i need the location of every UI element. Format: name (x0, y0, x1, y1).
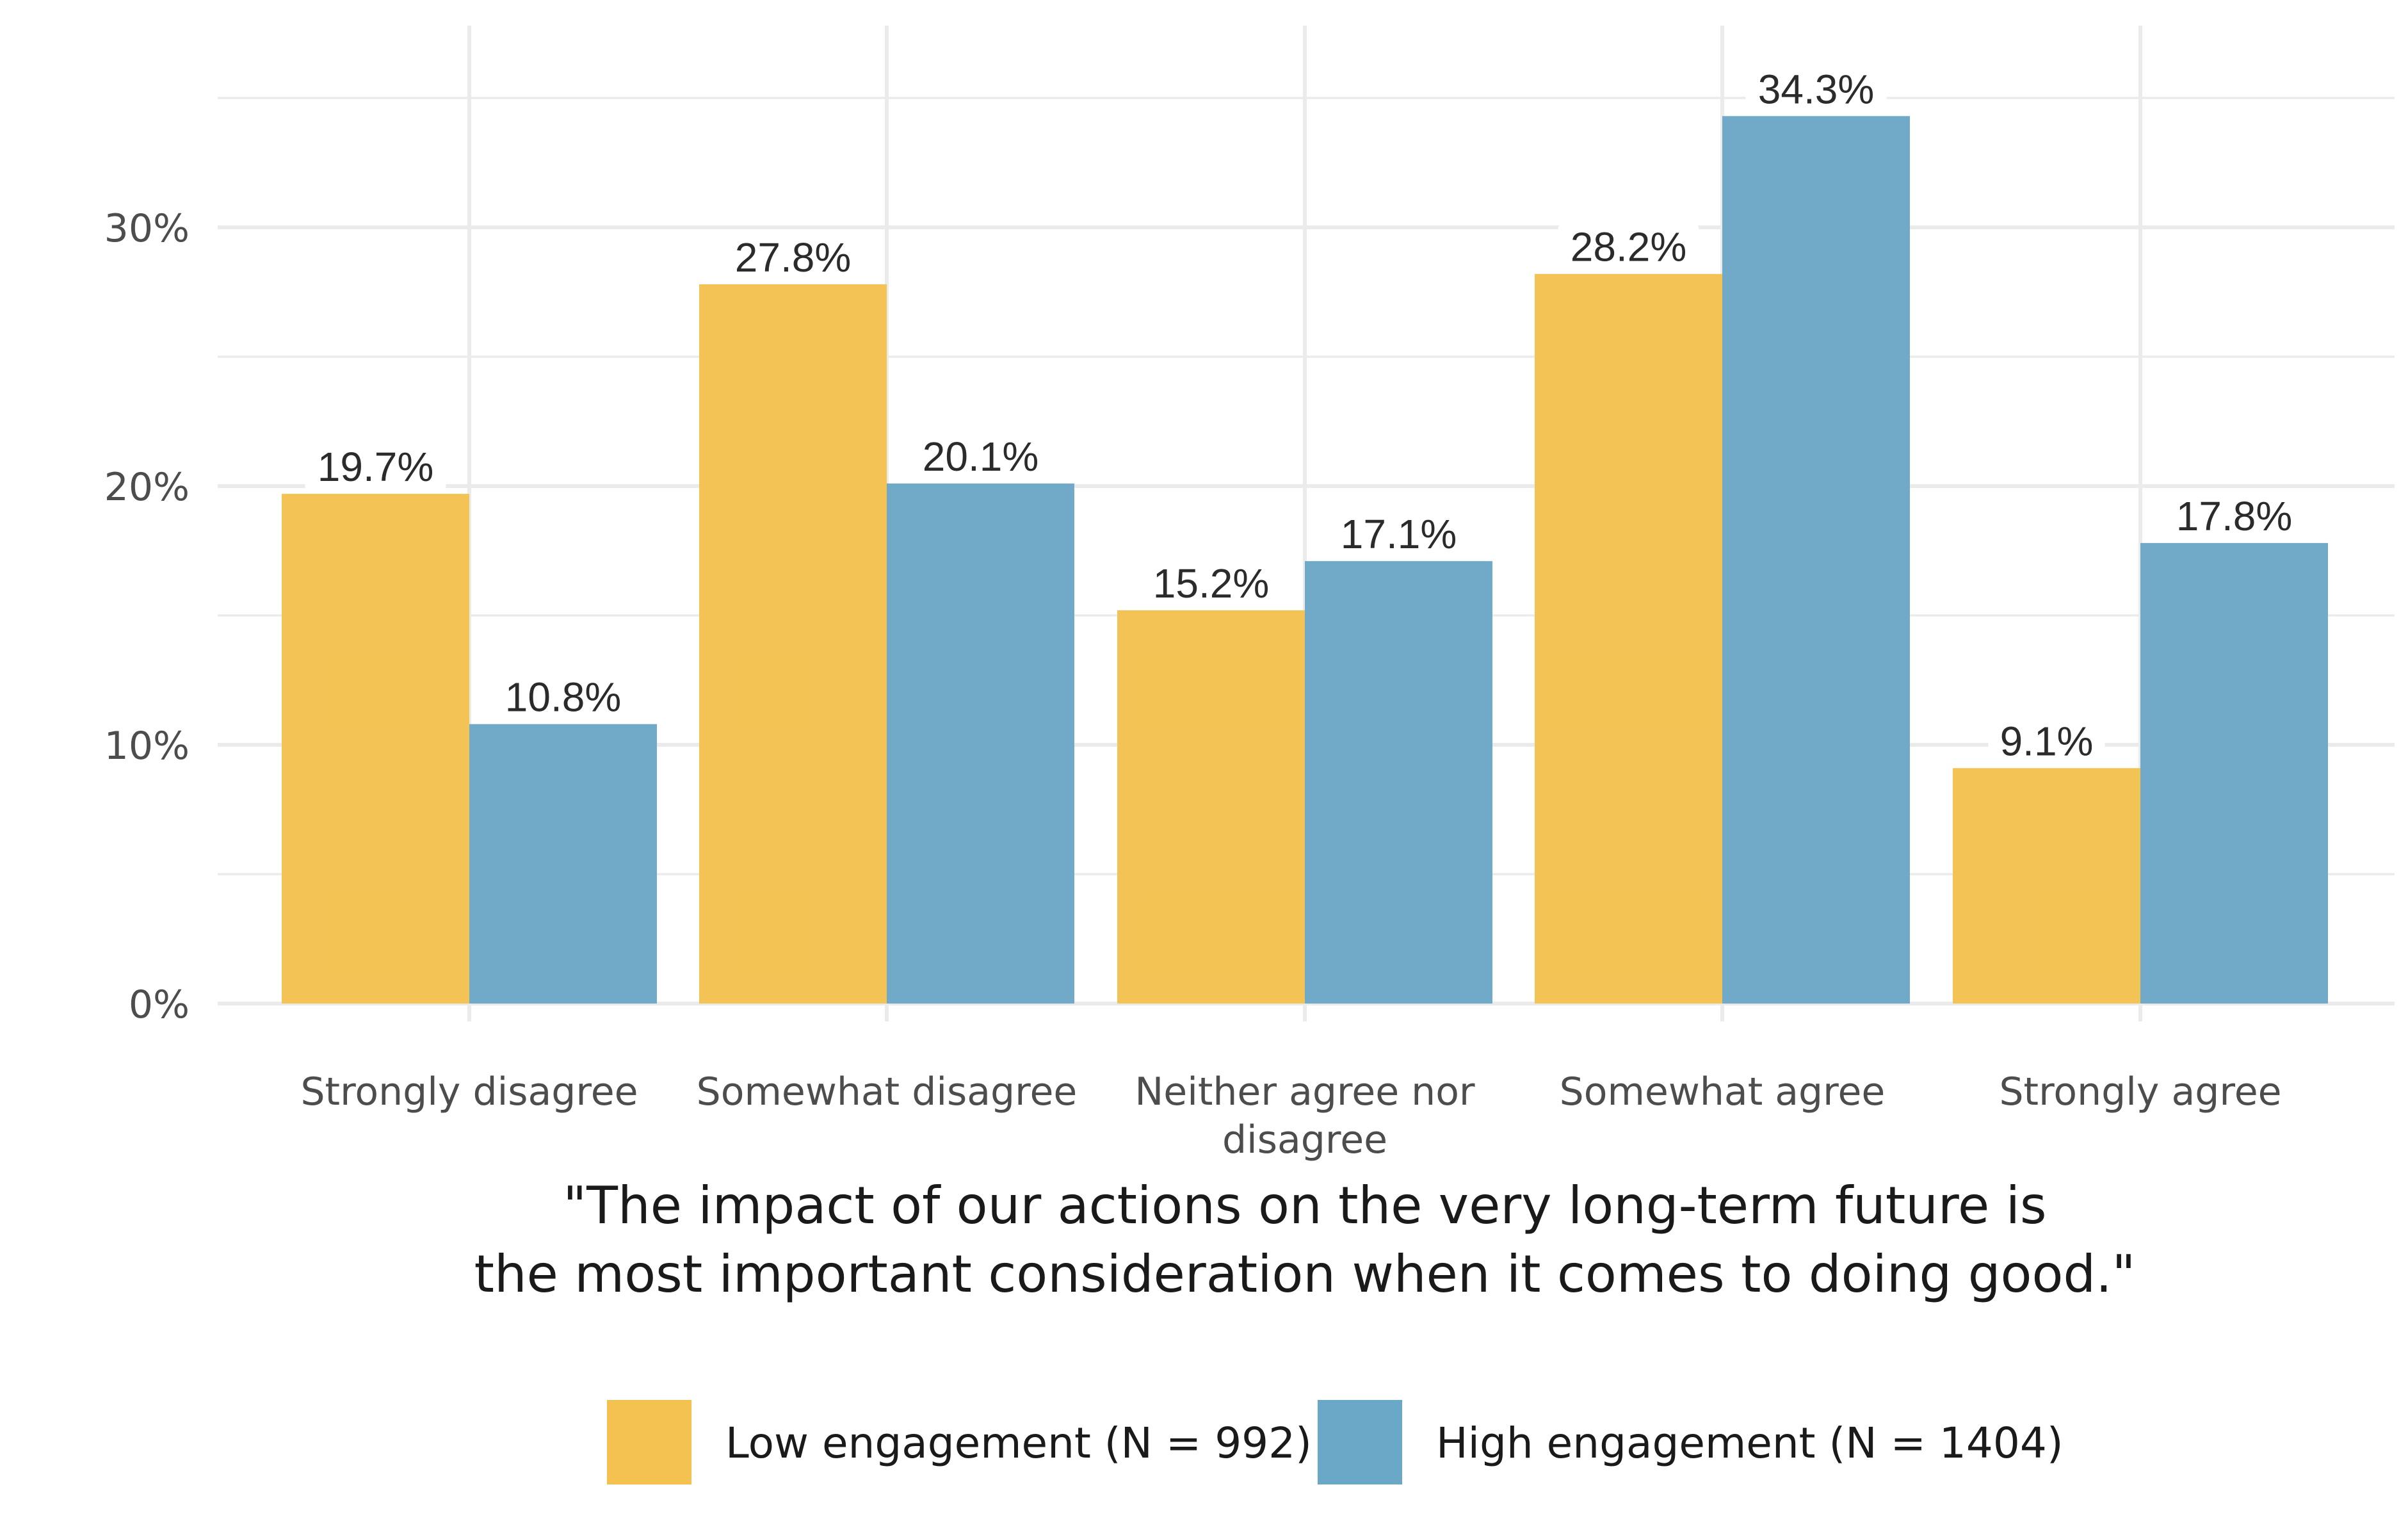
bars (282, 116, 2328, 1004)
bar (1722, 116, 1910, 1004)
x-tick-label: Strongly disagree (300, 1069, 638, 1114)
axes: 0% 10% 20% 30% Strongly disagree Somewhat dis… (104, 206, 2282, 1162)
data-label-background (1988, 717, 2105, 767)
x-axis-title: "The impact of our actions on the very l… (474, 1176, 2136, 1304)
legend-item: Low engagement (N = 992) (607, 1400, 1312, 1484)
bar (699, 284, 887, 1004)
data-label-background (722, 232, 864, 283)
data-label-background (910, 432, 1051, 482)
data-label-background (492, 672, 634, 723)
y-tick-label: 20% (104, 465, 190, 510)
data-label-background (1558, 222, 1699, 273)
bar (282, 494, 469, 1004)
legend-item: High engagement (N = 1404) (1318, 1400, 2064, 1484)
data-label: 17.1% (1341, 511, 1457, 557)
data-label: 9.1% (2000, 718, 2094, 764)
y-tick-label: 30% (104, 206, 190, 251)
x-axis-title-line: the most important consideration when it… (474, 1244, 2136, 1304)
x-tick-label: Strongly agree (1999, 1069, 2281, 1114)
bar (1117, 610, 1305, 1004)
x-tick-label: Neither agree nor (1135, 1069, 1475, 1114)
data-label-background (1140, 558, 1282, 609)
bar (1535, 273, 1722, 1004)
legend-swatch (1318, 1400, 1402, 1484)
data-labels: 19.7% 27.8% 15.2% 28.2% 9.1% 10.8% 20.1% 17.1% 3… (305, 65, 2305, 767)
data-label: 10.8% (505, 674, 621, 720)
legend-label: Low engagement (N = 992) (725, 1419, 1312, 1468)
data-label: 27.8% (735, 234, 851, 281)
bar (469, 724, 657, 1004)
legend-swatch (607, 1400, 691, 1484)
data-label: 15.2% (1153, 560, 1269, 606)
data-label: 19.7% (318, 444, 433, 490)
x-tick-label: Somewhat agree (1560, 1069, 1886, 1114)
data-label-background (2163, 491, 2305, 542)
x-tick-label: disagree (1222, 1118, 1387, 1162)
data-label-background (1745, 65, 1887, 115)
data-label: 34.3% (1758, 66, 1874, 112)
bar (1953, 768, 2140, 1004)
y-tick-label: 10% (104, 724, 190, 768)
y-tick-label: 0% (129, 982, 190, 1027)
data-label-background (1328, 510, 1469, 560)
x-axis-title-line: "The impact of our actions on the very l… (563, 1176, 2046, 1235)
legend-label: High engagement (N = 1404) (1436, 1419, 2064, 1468)
bar (2140, 542, 2328, 1004)
legend: Low engagement (N = 992) High engagement … (607, 1400, 2064, 1484)
data-label-background (305, 443, 446, 493)
bar (887, 483, 1074, 1004)
data-label: 28.2% (1571, 224, 1686, 270)
data-label: 20.1% (923, 434, 1038, 480)
bar (1305, 561, 1492, 1004)
data-label: 17.8% (2176, 493, 2292, 539)
x-tick-label: Somewhat disagree (697, 1069, 1078, 1114)
